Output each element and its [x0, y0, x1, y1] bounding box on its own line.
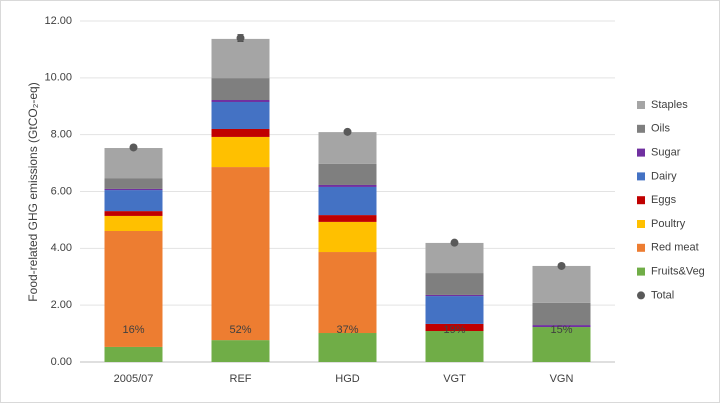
legend-swatch: [637, 101, 645, 109]
bar-segment: [211, 101, 270, 129]
y-tick-label: 12.00: [44, 15, 72, 27]
legend-label: Oils: [651, 123, 670, 135]
bar-label: 52%: [229, 324, 251, 336]
y-axis-label: Food-related GHG emissions (GtCO₂-eq): [26, 82, 40, 301]
bar-segment: [211, 99, 270, 102]
bar-segment: [104, 230, 163, 347]
bar-segment: [532, 327, 591, 362]
legend-swatch: [637, 267, 645, 276]
y-tick-label: 2.00: [51, 299, 72, 311]
bar-segment: [425, 294, 484, 297]
bar-segment: [211, 167, 270, 341]
x-tick-label: 2005/07: [114, 373, 154, 385]
bar-segment: [104, 148, 163, 179]
total-marker: [450, 238, 459, 247]
bar-segment: [532, 325, 591, 328]
bar-label: 19%: [443, 324, 465, 336]
bar-segment: [532, 302, 591, 326]
bar-label: 15%: [550, 324, 572, 336]
y-tick-label: 6.00: [51, 185, 72, 197]
x-tick-label: VGN: [550, 373, 574, 385]
legend-label: Dairy: [651, 170, 677, 182]
total-marker: [343, 127, 352, 136]
legend-swatch: [637, 196, 645, 205]
bar-segment: [318, 186, 377, 216]
bar-segment: [425, 242, 484, 274]
legend-label: Staples: [651, 99, 688, 111]
legend-label: Fruits&Veg: [651, 266, 705, 278]
bar-label: 16%: [122, 324, 144, 336]
legend-label: Poultry: [651, 218, 686, 230]
bar-segment: [532, 265, 591, 303]
bar-segment: [318, 132, 377, 164]
bar-segment: [104, 346, 163, 362]
legend-swatch: [637, 172, 645, 181]
bar-segment: [318, 252, 377, 334]
bar-segment: [318, 221, 377, 253]
bar-segment: [104, 190, 163, 212]
y-tick-label: 0.00: [51, 356, 72, 368]
legend-label: Total: [651, 289, 674, 301]
legend-swatch: [637, 124, 645, 133]
x-tick-label: HGD: [335, 373, 360, 385]
bar-segment: [104, 211, 163, 216]
y-tick-label: 4.00: [51, 242, 72, 254]
bar-segment: [425, 273, 484, 295]
bar-segment: [318, 184, 377, 187]
legend-label: Sugar: [651, 147, 681, 159]
legend-swatch: [637, 243, 645, 252]
y-tick-label: 10.00: [44, 72, 72, 84]
bar-segment: [104, 188, 163, 191]
legend-swatch: [637, 291, 645, 300]
x-tick-label: VGT: [443, 373, 466, 385]
total-marker: [236, 34, 245, 43]
bar-segment: [211, 340, 270, 362]
bar-segment: [318, 333, 377, 362]
y-tick-label: 8.00: [51, 129, 72, 141]
bar-label: 37%: [336, 324, 358, 336]
legend-swatch: [637, 148, 645, 157]
bar-segment: [425, 323, 484, 332]
bar-segment: [104, 215, 163, 231]
total-marker: [129, 143, 138, 152]
bar-segment: [425, 296, 484, 324]
legend-label: Red meat: [651, 242, 699, 254]
bar-segment: [211, 78, 270, 100]
legend-swatch: [637, 220, 645, 228]
bar-segment: [318, 163, 377, 185]
bar-segment: [211, 38, 270, 79]
bar-segment: [318, 215, 377, 222]
total-marker: [557, 261, 566, 270]
bar-segment: [211, 128, 270, 137]
bar-segment: [211, 136, 270, 168]
legend-label: Eggs: [651, 194, 677, 206]
bar-segment: [104, 178, 163, 189]
bar-segment: [425, 331, 484, 362]
x-tick-label: REF: [230, 373, 252, 385]
